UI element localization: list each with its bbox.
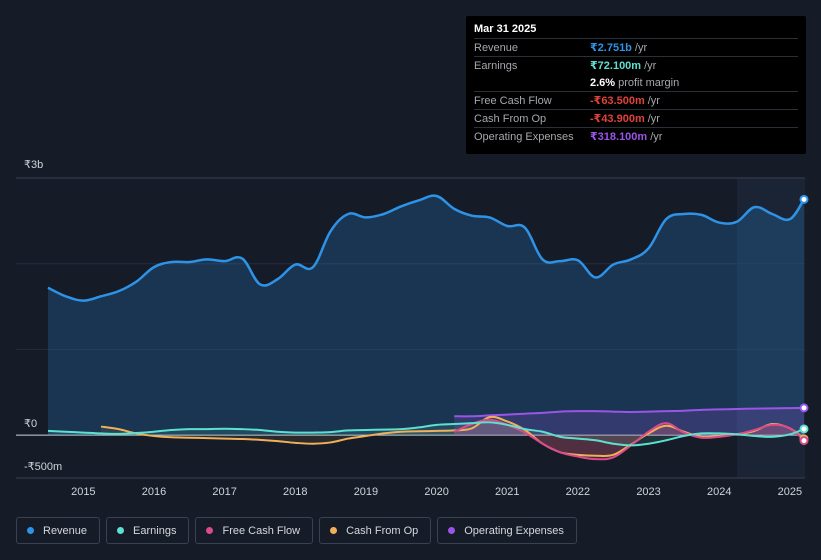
tooltip-panel: Mar 31 2025 Revenue ₹2.751b/yr Earnings ₹72… (466, 16, 806, 154)
legend: Revenue Earnings Free Cash Flow Cash From O… (16, 517, 577, 544)
x-tick-label: 2016 (142, 486, 166, 498)
legend-dot-icon (206, 527, 214, 534)
tooltip-row-label: Cash From Op (474, 112, 547, 125)
tooltip-row-value: -₹43.900m (590, 113, 645, 125)
tooltip-row-value: -₹63.500m (590, 95, 645, 107)
x-tick-label: 2025 (778, 486, 802, 498)
tooltip-row-label: Revenue (474, 41, 519, 54)
operating-expenses-area (454, 407, 804, 436)
legend-label: Cash From Op (346, 524, 419, 537)
operating-expenses-end-marker (799, 403, 809, 413)
tooltip-row: Operating Expenses ₹318.100m/yr (474, 127, 798, 145)
tooltip-row: 2.6% profit margin (474, 74, 798, 91)
legend-dot-icon (27, 527, 34, 534)
x-tick-label: 2018 (283, 486, 307, 498)
free-cash-flow-area (454, 419, 804, 460)
legend-dot-icon (330, 527, 338, 534)
forecast-shade (736, 178, 805, 478)
tooltip-row-unit: /yr (650, 130, 663, 143)
earnings-end-marker (799, 424, 809, 434)
y-label-zero: ₹0 (24, 418, 37, 430)
tooltip-row-label: Earnings (474, 59, 518, 72)
legend-item-operating-expenses[interactable]: Operating Expenses (437, 517, 577, 544)
earnings-line (47, 421, 805, 447)
y-label-top: ₹3b (24, 159, 43, 171)
cash-from-op-line (100, 415, 805, 458)
x-tick-label: 2024 (707, 486, 731, 498)
x-tick-label: 2017 (212, 486, 236, 498)
free-cash-flow-end-marker (799, 436, 809, 446)
legend-item-earnings[interactable]: Earnings (106, 517, 190, 544)
operating-expenses-line (454, 406, 805, 418)
tooltip-row-unit: profit margin (618, 76, 680, 89)
legend-label: Earnings (133, 524, 177, 537)
tooltip-row-value: ₹72.100m (590, 60, 642, 72)
tooltip-row-label: Free Cash Flow (474, 94, 552, 107)
legend-label: Operating Expenses (464, 524, 564, 537)
legend-item-cash-from-op[interactable]: Cash From Op (319, 517, 432, 544)
revenue-line (47, 194, 806, 302)
legend-item-free-cash-flow[interactable]: Free Cash Flow (195, 517, 314, 544)
x-tick-label: 2023 (636, 486, 660, 498)
tooltip-row: Free Cash Flow -₹63.500m/yr (474, 91, 798, 109)
revenue-area (48, 195, 804, 436)
tooltip-row-value: ₹318.100m (590, 131, 648, 143)
tooltip-row-value: 2.6% (590, 76, 616, 89)
legend-dot-icon (117, 527, 125, 534)
tooltip-date: Mar 31 2025 (474, 23, 537, 35)
tooltip-row-unit: /yr (634, 41, 648, 54)
x-tick-label: 2019 (354, 486, 378, 498)
earnings-area (48, 422, 804, 446)
tooltip-row: Earnings ₹72.100m/yr (474, 56, 798, 74)
legend-dot-icon (448, 527, 456, 534)
legend-label: Revenue (43, 524, 88, 537)
tooltip-row-unit: /yr (644, 59, 657, 72)
tooltip-row-label: Operating Expenses (474, 130, 574, 143)
x-tick-label: 2021 (495, 486, 519, 498)
revenue-end-marker (799, 194, 809, 204)
y-label-bottom: -₹500m (24, 461, 62, 473)
tooltip-row: Revenue ₹2.751b/yr (474, 38, 798, 56)
x-tick-label: 2015 (71, 486, 95, 498)
x-tick-label: 2022 (566, 486, 590, 498)
tooltip-row-unit: /yr (647, 94, 660, 107)
tooltip-row-unit: /yr (647, 112, 660, 125)
tooltip-row-value: ₹2.751b (590, 42, 632, 54)
legend-item-revenue[interactable]: Revenue (16, 517, 101, 544)
x-tick-label: 2020 (424, 486, 448, 498)
legend-label: Free Cash Flow (222, 524, 301, 537)
tooltip-row: Cash From Op -₹43.900m/yr (474, 109, 798, 127)
